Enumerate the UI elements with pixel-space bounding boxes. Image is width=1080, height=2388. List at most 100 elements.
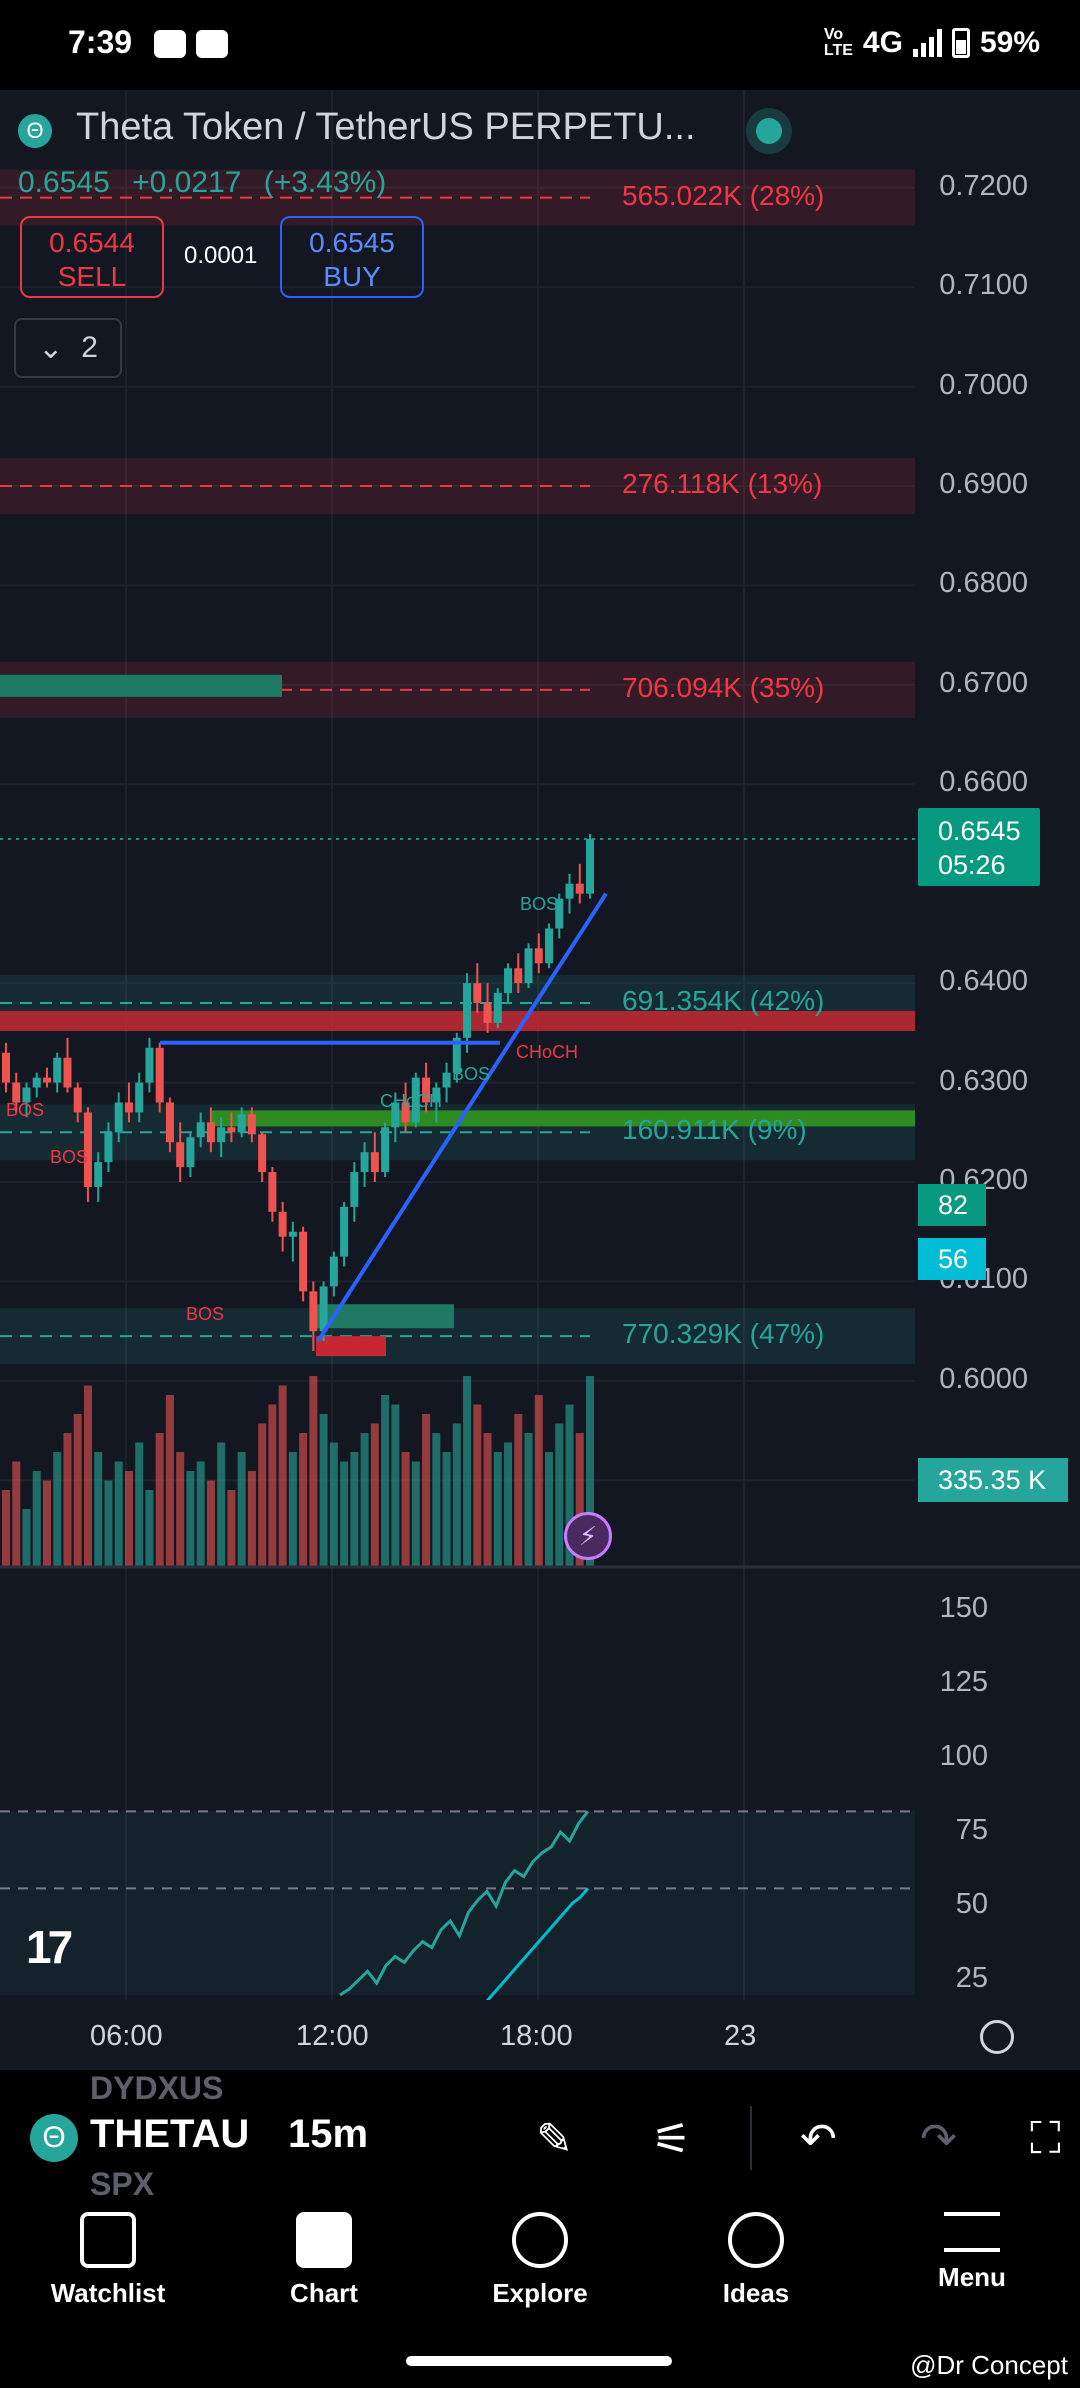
candle xyxy=(483,1003,492,1023)
sell-price: 0.6544 xyxy=(49,227,135,258)
volume-bar xyxy=(329,1442,338,1566)
volume-bar xyxy=(288,1452,297,1566)
sell-label: SELL xyxy=(57,261,127,292)
candle xyxy=(555,898,564,929)
price-axis-label: 0.6400 xyxy=(939,965,1028,998)
candle xyxy=(329,1256,338,1287)
trend-line xyxy=(316,892,608,1343)
candle xyxy=(176,1142,185,1168)
candle xyxy=(83,1112,92,1187)
fullscreen-icon[interactable]: ⛶ xyxy=(1030,2114,1061,2163)
volume-profile-label: 770.329K (47%) xyxy=(622,1318,825,1350)
tradingview-logo: 17 xyxy=(26,1921,73,1973)
price-axis-label: 0.6000 xyxy=(939,1362,1028,1395)
candle xyxy=(309,1291,318,1332)
price-axis-label: 0.6700 xyxy=(939,666,1028,699)
candle xyxy=(381,1127,390,1173)
spread-value: 0.0001 xyxy=(184,242,258,269)
candle xyxy=(391,1102,400,1128)
candle xyxy=(575,883,584,894)
interval-selector[interactable]: 15m xyxy=(288,2112,369,2156)
volume-bar xyxy=(391,1404,400,1566)
home-indicator[interactable] xyxy=(406,2356,672,2366)
time-axis-label: 12:00 xyxy=(296,2020,369,2052)
volume-bar xyxy=(196,1461,205,1566)
volume-profile-zone xyxy=(0,458,915,514)
smc-annotation: BOS xyxy=(520,894,558,914)
order-block-bar xyxy=(210,1110,915,1127)
volume-bar xyxy=(586,1376,594,1566)
price-change: +0.0217 xyxy=(132,166,242,199)
nav-watchlist-label: Watchlist xyxy=(50,2278,166,2308)
volume-bar xyxy=(309,1376,318,1566)
lightning-icon[interactable]: ⚡ xyxy=(564,1512,612,1560)
candle xyxy=(401,1102,410,1123)
candle xyxy=(340,1206,349,1257)
volume-bar xyxy=(124,1471,133,1566)
volume-bar xyxy=(145,1490,154,1566)
smc-annotation: BOS xyxy=(186,1304,224,1324)
candle xyxy=(534,948,543,964)
next-symbol[interactable]: SPX xyxy=(90,2166,155,2202)
price-axis-label: 0.7100 xyxy=(939,269,1028,302)
drawing-tool-icon[interactable]: ✎ xyxy=(536,2115,573,2164)
volume-bar xyxy=(42,1480,51,1566)
candle xyxy=(206,1122,215,1143)
candle xyxy=(463,983,472,1038)
nav-menu[interactable]: Menu xyxy=(882,2212,1062,2293)
candle xyxy=(370,1152,379,1173)
rsi-axis-label: 50 xyxy=(955,1888,988,1921)
candle xyxy=(114,1102,123,1133)
order-block-bar xyxy=(316,1336,386,1357)
nav-explore[interactable]: Explore xyxy=(450,2212,630,2309)
candle xyxy=(227,1127,236,1133)
candle xyxy=(268,1172,277,1212)
volume-bar xyxy=(422,1414,431,1566)
symbol-title[interactable]: Theta Token / TetherUS PERPETU... xyxy=(76,106,696,148)
candle xyxy=(73,1087,82,1113)
candle xyxy=(247,1114,256,1135)
candle xyxy=(524,948,533,984)
rsi-ma-value-tag: 56 xyxy=(918,1238,986,1280)
indicators-collapse-button[interactable]: ⌄ 2 xyxy=(14,318,122,378)
smc-annotation: CHoCH xyxy=(516,1042,578,1062)
candle xyxy=(124,1102,133,1113)
candle xyxy=(299,1231,308,1292)
nav-chart[interactable]: Chart xyxy=(234,2212,414,2309)
chart-settings-icon[interactable] xyxy=(980,2020,1014,2054)
smc-annotation: BOS xyxy=(452,1064,490,1084)
nav-watchlist[interactable]: Watchlist xyxy=(18,2212,198,2309)
nav-ideas[interactable]: Ideas xyxy=(666,2212,846,2309)
chart-area[interactable]: BOS BOS BOS BOS BOS CHoCH CHoCH Θ Theta Token … xyxy=(0,90,1080,2054)
symbol-icon: Θ xyxy=(18,114,52,148)
volume-bar xyxy=(94,1452,103,1566)
volume-bar xyxy=(381,1395,390,1566)
symbol-selector[interactable]: THETAU xyxy=(90,2112,250,2156)
indicators-icon[interactable]: ⚟ xyxy=(652,2115,692,2164)
candle xyxy=(155,1047,164,1103)
compass-icon xyxy=(512,2212,568,2268)
candle xyxy=(22,1087,31,1103)
network-type: 4G xyxy=(862,26,903,59)
redo-icon[interactable]: ↷ xyxy=(920,2115,957,2164)
battery-icon xyxy=(951,28,970,58)
smc-annotation: BOS xyxy=(50,1147,88,1167)
volume-bar xyxy=(258,1423,267,1566)
volume-bar xyxy=(165,1395,174,1566)
volume-bar xyxy=(12,1461,21,1566)
volume-profile-label: 276.118K (13%) xyxy=(622,468,823,499)
price-summary: 0.6545 +0.0217 (+3.43%) xyxy=(18,166,400,200)
undo-icon[interactable]: ↶ xyxy=(800,2115,837,2164)
price-axis-label: 0.6800 xyxy=(939,567,1028,600)
candle xyxy=(2,1052,10,1083)
volume-bar xyxy=(493,1452,502,1566)
rsi-value-tag: 82 xyxy=(918,1184,986,1226)
sell-button[interactable]: 0.6544 SELL xyxy=(20,216,164,298)
watermark: @Dr Concept xyxy=(910,2350,1068,2380)
prev-symbol[interactable]: DYDXUS xyxy=(90,2070,224,2106)
chart-canvas[interactable]: BOS BOS BOS BOS BOS CHoCH CHoCH xyxy=(0,90,1080,2000)
buy-button[interactable]: 0.6545 BUY xyxy=(280,216,424,298)
current-price-tag-value: 0.6545 xyxy=(938,816,1021,846)
rsi-band xyxy=(0,1811,915,1995)
candle xyxy=(278,1211,287,1237)
